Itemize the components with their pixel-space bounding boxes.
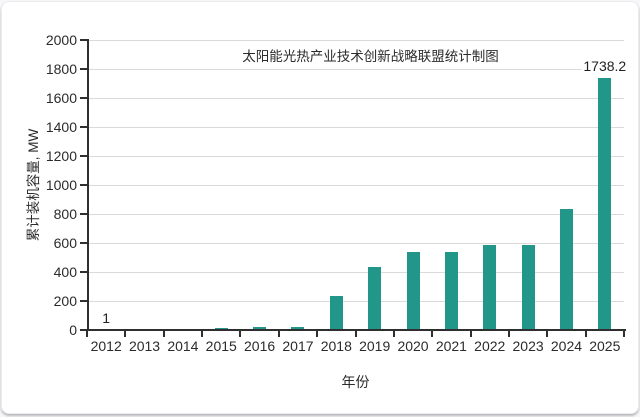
x-tick-label-2024: 2024: [550, 338, 583, 354]
bar-2022: [483, 245, 497, 330]
gridline-1400: [87, 127, 624, 128]
x-tick-12: [546, 331, 549, 337]
x-tick-10: [469, 331, 472, 337]
x-tick-label-2016: 2016: [244, 338, 276, 354]
y-tick-label-1600: 1600: [45, 90, 77, 106]
y-axis-line: [87, 39, 89, 331]
x-tick-13: [584, 331, 587, 337]
gridline-1000: [87, 185, 624, 186]
gridline-1800: [87, 69, 624, 70]
y-tick-1600: [80, 97, 87, 99]
y-tick-label-1400: 1400: [45, 119, 77, 135]
bar-2023: [521, 245, 535, 330]
y-tick-400: [80, 271, 87, 273]
x-tick-14: [623, 331, 625, 337]
x-tick-6: [316, 331, 319, 337]
y-tick-0: [80, 329, 87, 331]
x-tick-0: [86, 331, 88, 337]
x-tick-9: [431, 331, 434, 337]
x-tick-2: [162, 331, 165, 337]
bar-2025: [598, 77, 612, 330]
y-tick-1800: [80, 68, 87, 70]
x-tick-label-2019: 2019: [359, 338, 391, 354]
bar-2020: [406, 252, 420, 330]
gridline-400: [87, 272, 624, 273]
y-tick-label-2000: 2000: [45, 32, 77, 48]
y-tick-200: [80, 300, 87, 302]
bar-2017: [291, 326, 305, 330]
x-tick-label-2012: 2012: [90, 338, 122, 354]
y-tick-label-800: 800: [53, 206, 77, 222]
bar-2016: [253, 326, 267, 330]
x-axis-title: 年份: [341, 374, 370, 390]
x-tick-label-2014: 2014: [167, 338, 199, 354]
x-tick-11: [507, 331, 510, 337]
y-tick-1000: [80, 184, 87, 186]
gridline-1200: [87, 156, 624, 157]
x-tick-3: [201, 331, 204, 337]
y-tick-label-600: 600: [53, 235, 77, 251]
y-tick-label-1000: 1000: [45, 177, 77, 193]
y-tick-label-1200: 1200: [45, 148, 77, 164]
y-tick-1200: [80, 155, 87, 157]
y-tick-label-0: 0: [69, 322, 77, 338]
gridline-200: [87, 301, 624, 302]
y-tick-1400: [80, 126, 87, 128]
x-tick-label-2022: 2022: [474, 338, 506, 354]
x-tick-label-2020: 2020: [397, 338, 429, 354]
x-tick-4: [239, 331, 242, 337]
bar-2021: [444, 252, 458, 330]
gridline-2000: [87, 40, 624, 41]
y-tick-label-1800: 1800: [45, 61, 77, 77]
x-tick-label-2017: 2017: [282, 338, 314, 354]
y-tick-600: [80, 242, 87, 244]
y-tick-2000: [80, 39, 87, 41]
x-tick-7: [354, 331, 357, 337]
x-tick-label-2015: 2015: [205, 338, 237, 354]
x-tick-label-2013: 2013: [128, 338, 161, 354]
y-tick-label-400: 400: [53, 264, 77, 280]
bar-2018: [329, 295, 343, 330]
y-axis-title: 累计装机容量, MW: [26, 128, 41, 242]
chart-title: 太阳能光热产业技术创新战略联盟统计制图: [242, 49, 499, 64]
y-tick-800: [80, 213, 87, 215]
gridline-1600: [87, 98, 624, 99]
bar-2019: [368, 266, 382, 330]
x-tick-5: [277, 331, 280, 337]
x-tick-label-2021: 2021: [435, 338, 467, 354]
bar-2024: [559, 208, 573, 330]
data-label-2012: 1: [100, 309, 113, 326]
gridline-800: [87, 214, 624, 215]
gridline-600: [87, 243, 624, 244]
x-tick-label-2023: 2023: [512, 338, 544, 354]
x-axis-line: [87, 329, 626, 331]
x-tick-label-2018: 2018: [320, 338, 352, 354]
x-tick-1: [124, 331, 127, 337]
x-tick-label-2025: 2025: [589, 338, 621, 354]
y-tick-label-200: 200: [53, 293, 77, 309]
data-label-2025: 1738.2: [581, 57, 629, 74]
plot-area: 太阳能光热产业技术创新战略联盟统计制图: [87, 40, 624, 330]
x-tick-8: [392, 331, 395, 337]
